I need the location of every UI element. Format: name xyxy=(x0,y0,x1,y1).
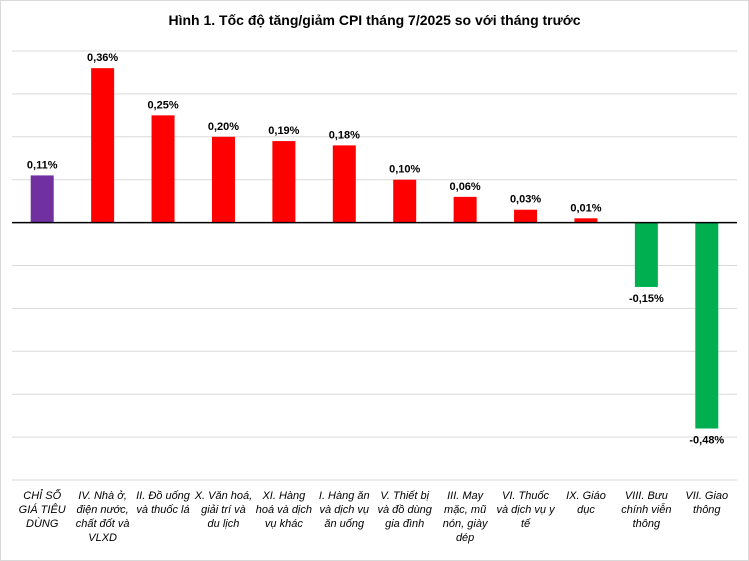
category-label-6: V. Thiết bị và đồ dùng gia đình xyxy=(377,490,432,530)
bar-7 xyxy=(453,196,477,223)
category-label-4: XI. Hàng hoá và dịch vụ khác xyxy=(255,490,312,530)
chart-title: Hình 1. Tốc độ tăng/giảm CPI tháng 7/202… xyxy=(168,12,581,28)
data-label-11: -0,48% xyxy=(689,435,724,447)
bar-3 xyxy=(211,136,235,223)
data-label-2: 0,25% xyxy=(147,99,178,111)
data-label-8: 0,03% xyxy=(510,194,541,206)
data-label-5: 0,18% xyxy=(329,129,360,141)
category-label-2: II. Đồ uống và thuốc lá xyxy=(136,490,190,516)
bar-5 xyxy=(332,145,356,223)
category-label-11: VII. Giao thông xyxy=(685,490,729,516)
bar-4 xyxy=(272,141,296,223)
category-label-5: I. Hàng ăn và dịch vụ ăn uống xyxy=(318,490,370,530)
data-label-9: 0,01% xyxy=(570,202,601,214)
bar-9 xyxy=(574,218,598,223)
data-label-7: 0,06% xyxy=(450,181,481,193)
data-label-4: 0,19% xyxy=(268,125,299,137)
data-label-1: 0,36% xyxy=(87,52,118,64)
bar-10 xyxy=(634,222,658,287)
data-label-10: -0,15% xyxy=(629,293,664,305)
bar-11 xyxy=(695,222,719,429)
data-label-3: 0,20% xyxy=(208,121,239,133)
category-label-0: CHỈ SỐ GIÁ TIÊU DÙNG xyxy=(18,490,66,530)
bar-6 xyxy=(393,179,417,223)
category-label-8: VI. Thuốc và dịch vụ y tế xyxy=(496,490,555,530)
category-label-7: III. May mặc, mũ nón, giày dép xyxy=(442,490,488,544)
bar-0 xyxy=(30,175,54,223)
category-label-9: IX. Giáo dục xyxy=(566,490,606,516)
data-label-0: 0,11% xyxy=(27,159,58,171)
bar-2 xyxy=(151,115,175,223)
data-label-6: 0,10% xyxy=(389,164,420,176)
bar-8 xyxy=(514,209,538,223)
bar-1 xyxy=(91,68,115,223)
category-label-3: X. Văn hoá, giải trí và du lịch xyxy=(194,490,253,530)
category-label-10: VIII. Bưu chính viễn thông xyxy=(621,490,672,530)
category-label-1: IV. Nhà ở, điện nước, chất đốt và VLXD xyxy=(75,490,130,544)
